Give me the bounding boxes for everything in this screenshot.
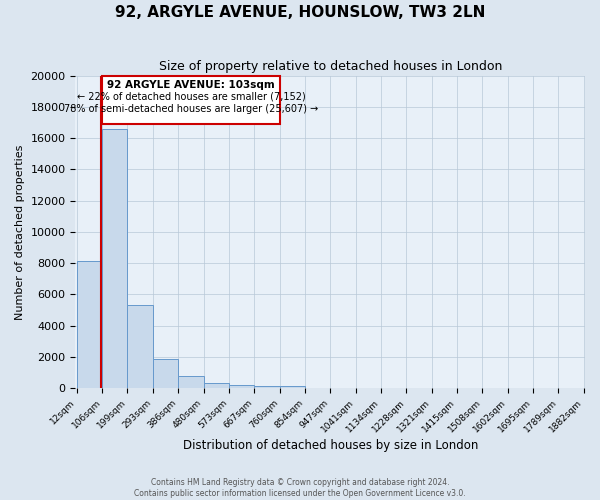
Text: Contains HM Land Registry data © Crown copyright and database right 2024.
Contai: Contains HM Land Registry data © Crown c… [134,478,466,498]
Text: 78% of semi-detached houses are larger (25,607) →: 78% of semi-detached houses are larger (… [64,104,318,114]
X-axis label: Distribution of detached houses by size in London: Distribution of detached houses by size … [182,440,478,452]
Bar [77,260,102,388]
Bar [178,376,203,388]
Bar [254,386,280,388]
Bar [127,306,153,388]
Y-axis label: Number of detached properties: Number of detached properties [15,144,25,320]
Title: Size of property relative to detached houses in London: Size of property relative to detached ho… [158,60,502,73]
Text: 92 ARGYLE AVENUE: 103sqm: 92 ARGYLE AVENUE: 103sqm [107,80,275,90]
Bar [203,384,229,388]
Text: 92, ARGYLE AVENUE, HOUNSLOW, TW3 2LN: 92, ARGYLE AVENUE, HOUNSLOW, TW3 2LN [115,5,485,20]
Bar [102,128,127,388]
Text: ← 22% of detached houses are smaller (7,152): ← 22% of detached houses are smaller (7,… [77,91,305,101]
FancyBboxPatch shape [102,76,280,124]
Bar [153,359,178,388]
Bar [280,386,305,388]
Bar [229,385,254,388]
